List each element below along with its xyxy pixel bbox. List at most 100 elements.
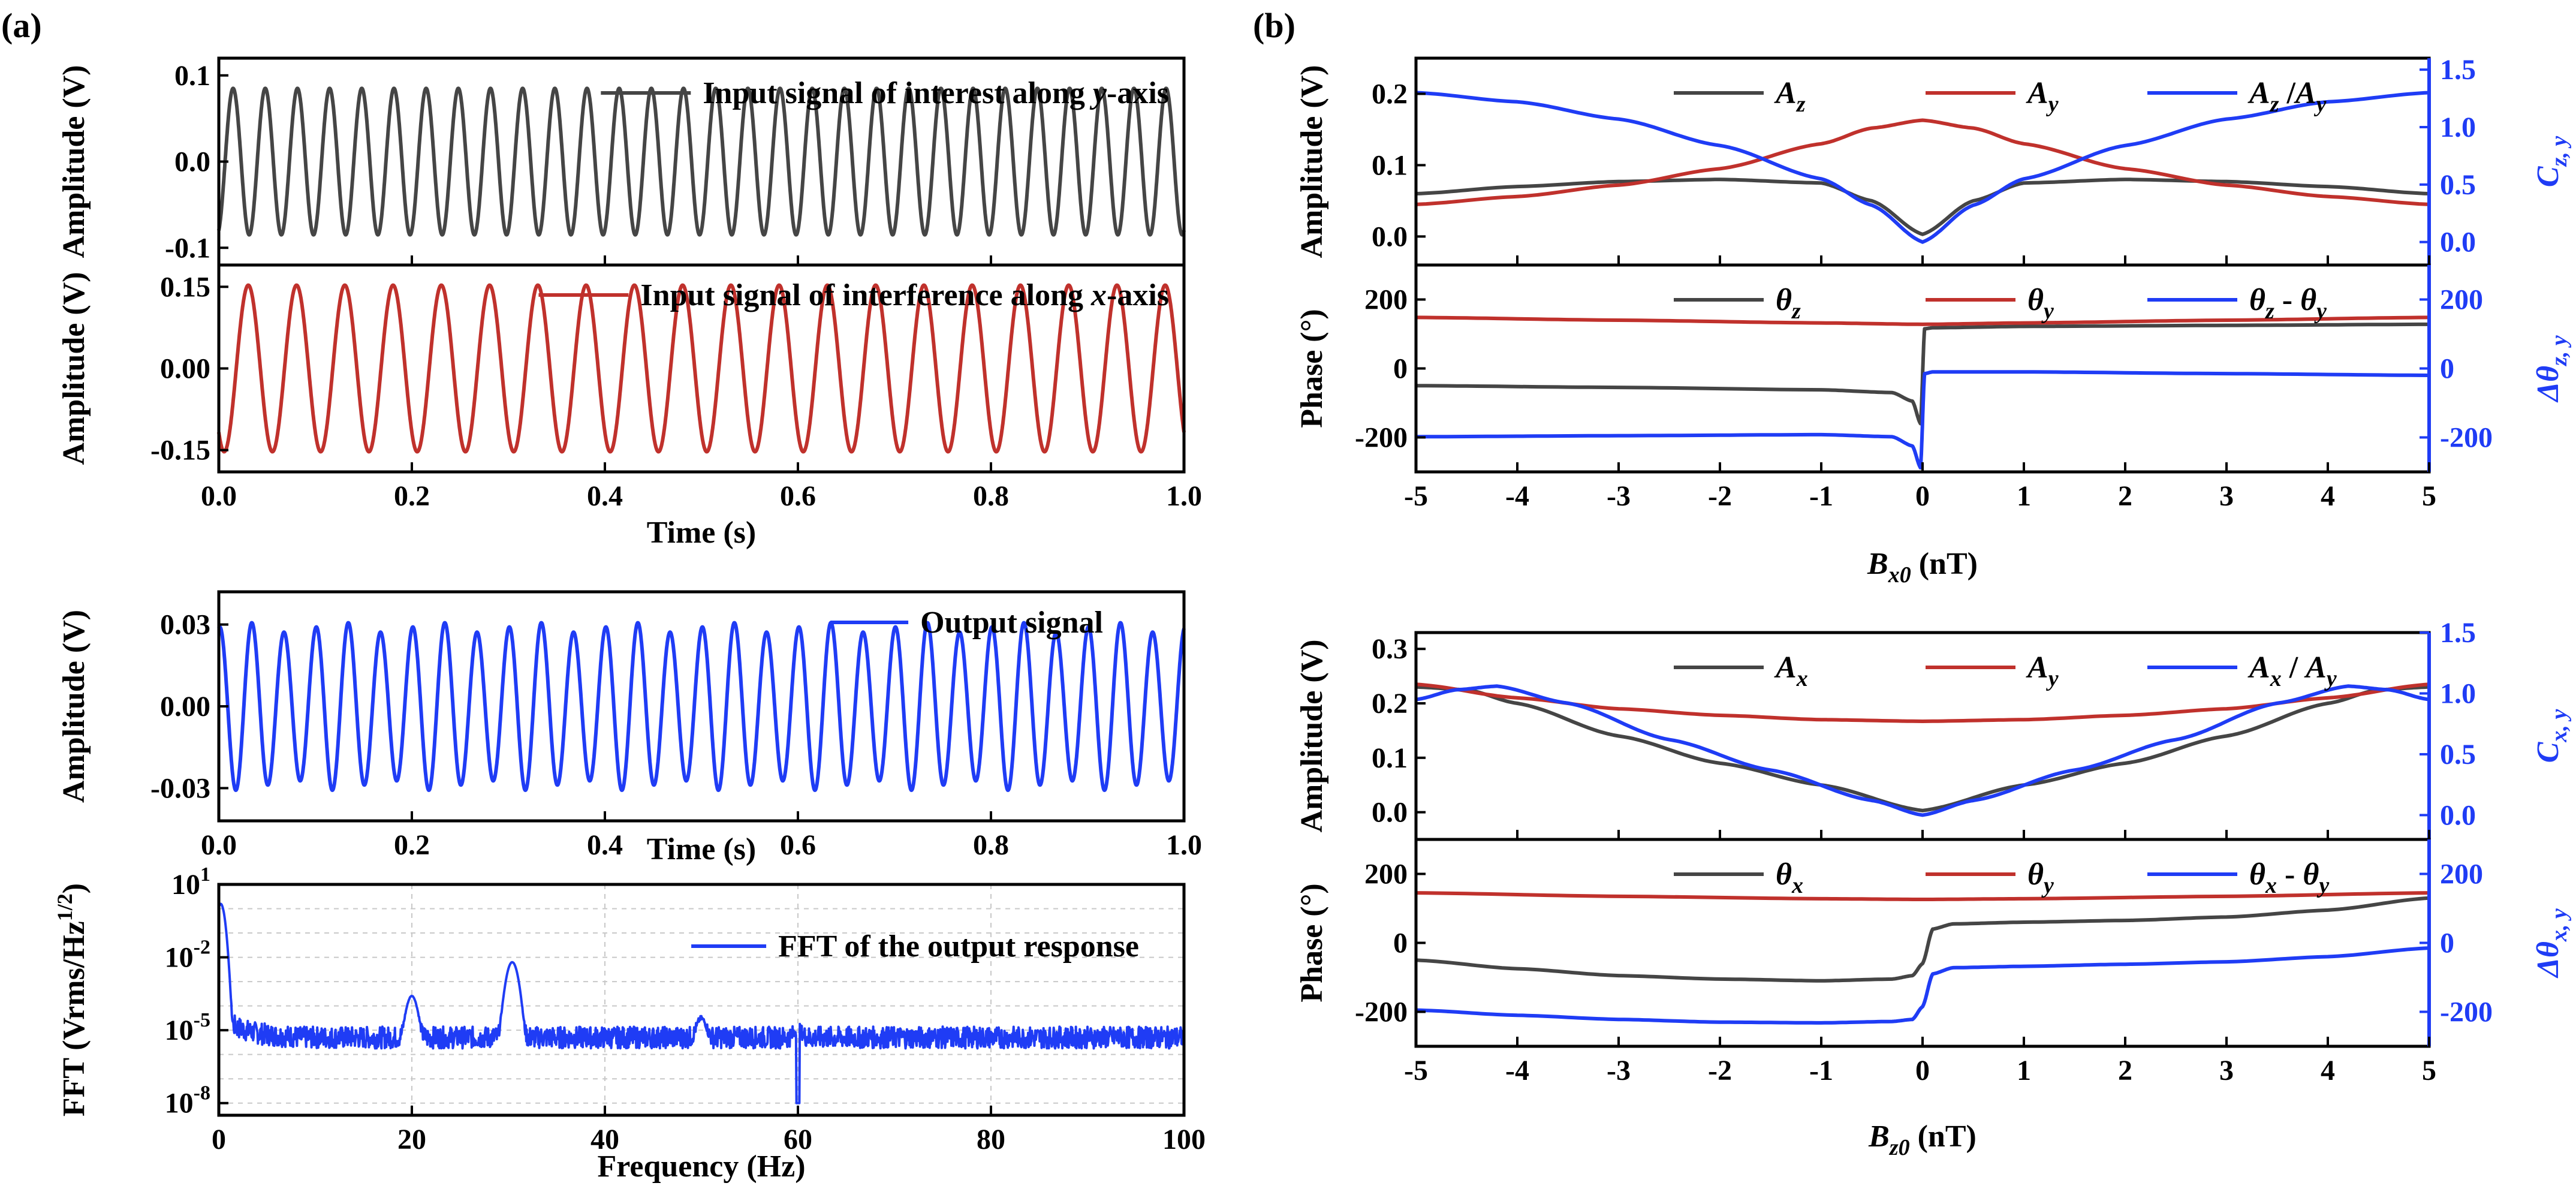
x-tick-label: -2	[1708, 1055, 1732, 1086]
series-line	[1415, 177, 2430, 236]
y-tick-label: 200	[1364, 284, 1408, 316]
x-tick-label: 3	[2219, 480, 2234, 512]
x-tick-label: 40	[590, 1124, 619, 1155]
x-tick-label: 0	[1915, 480, 1930, 512]
x-tick-label: -1	[1809, 1055, 1833, 1086]
panel-b-label: (b)	[1253, 6, 1295, 45]
y-axis-label: Phase (°)	[1295, 883, 1329, 1002]
y-right-tick-label: -200	[2440, 422, 2493, 454]
legend-label: Input signal of interference along x-axi…	[640, 278, 1169, 312]
x-tick-label: -5	[1404, 480, 1428, 512]
x-axis-label: Bz0 (nT)	[1868, 1119, 1977, 1160]
series-line	[1415, 685, 2430, 812]
x-tick-label: 2	[2118, 480, 2132, 512]
y-tick-label: 0.00	[160, 691, 210, 723]
y-tick-label: 0.1	[1372, 742, 1408, 774]
y-axis-label: Amplitude (V)	[57, 610, 91, 803]
y-tick-label: 0.00	[160, 353, 210, 385]
x-tick-label: 5	[2422, 480, 2436, 512]
chart-b-amplitude-bottom: 0.0 0.1 0.2 0.3 0.0 0.5 1.0 1.5 Ax Ay Ax / Ay Ampli…	[1295, 617, 2572, 841]
legend-label: Ax	[1774, 651, 1808, 691]
x-tick-label: 0.4	[587, 480, 623, 512]
chart-input-interference: -0.15 0.00 0.15 0.0 0.2 0.4 0.6 0.8 1.0 Input sig…	[57, 263, 1202, 550]
y-right-tick-label: 1.5	[2440, 617, 2476, 649]
y-right-tick-label: 1.5	[2440, 54, 2476, 86]
series-line	[217, 86, 1186, 237]
y-right-axis-label: Cz, y	[2531, 136, 2572, 187]
x-tick-label: 1.0	[1166, 480, 1202, 512]
y-tick-label: 10-5	[165, 1009, 210, 1046]
legend-label: θz	[1776, 283, 1801, 324]
x-tick-label: 0.6	[780, 829, 816, 861]
y-right-tick-label: 1.0	[2440, 678, 2476, 709]
x-tick-label: 4	[2321, 480, 2335, 512]
x-tick-label: 1	[2017, 480, 2031, 512]
series-line	[1415, 684, 2430, 817]
chart-output-signal: -0.03 0.00 0.03 0.0 0.2 0.4 0.6 0.8 1.0 Output si…	[57, 590, 1202, 866]
x-tick-label: 0.8	[973, 480, 1009, 512]
x-tick-label: 4	[2321, 1055, 2335, 1086]
y-axis-label: FFT (Vrms/Hz1/2)	[53, 883, 91, 1116]
y-tick-label: 0.1	[1372, 149, 1408, 181]
x-tick-label: -2	[1708, 480, 1732, 512]
chart-fft: 101 10-2 10-5 10-80 20 40 60 80 100 FFT of the ou…	[53, 863, 1206, 1184]
y-tick-label: -0.15	[150, 435, 210, 466]
chart-b-amplitude-top: 0.0 0.1 0.2 0.0 0.5 1.0 1.5 Az Ay Az /Ay Amplitude…	[1295, 54, 2572, 267]
chart-input-interest: -0.1 0.0 0.1 Input signal of interest along…	[57, 56, 1186, 267]
y-tick-label: -0.1	[165, 232, 210, 264]
legend-label: Ay	[2026, 651, 2059, 691]
series-line	[1415, 946, 2430, 1025]
x-tick-label: 0.8	[973, 829, 1009, 861]
x-tick-label: 0	[1915, 1055, 1930, 1086]
legend-label: Az /Ay	[2247, 76, 2327, 117]
legend-label: Ax / Ay	[2247, 651, 2337, 691]
y-right-tick-label: 200	[2440, 284, 2483, 316]
x-tick-label: -1	[1809, 480, 1833, 512]
y-tick-label: 101	[171, 863, 210, 901]
x-tick-label: 0.0	[201, 480, 237, 512]
y-tick-label: 0.1	[174, 60, 210, 92]
y-tick-label: 0.2	[1372, 78, 1408, 110]
x-tick-label: -4	[1505, 1055, 1529, 1086]
x-tick-label: 100	[1162, 1124, 1206, 1155]
y-right-axis-label: Δθz, y	[2531, 335, 2572, 402]
x-tick-label: 0.2	[394, 829, 430, 861]
y-tick-label: -200	[1355, 997, 1408, 1028]
series-line	[217, 283, 1186, 454]
x-tick-label: 1.0	[1166, 829, 1202, 861]
x-tick-label: -5	[1404, 1055, 1428, 1086]
x-tick-label: 1	[2017, 1055, 2031, 1086]
y-tick-label: 0	[1393, 353, 1408, 385]
y-right-axis-label: Cx, y	[2531, 709, 2572, 763]
fft-line	[218, 902, 1185, 1104]
chart-b-phase-top: -200 0 200 -200 0 200 -5 -4 -3 -2 -1 0 1 2 3 4 5 θz θy θz -…	[1295, 263, 2572, 588]
y-tick-label: 0.0	[1372, 221, 1408, 252]
series-line	[1415, 315, 2430, 326]
legend-label: θz - θy	[2249, 283, 2327, 324]
legend-label: θx	[1776, 857, 1803, 898]
y-tick-label: 10-2	[165, 937, 210, 974]
legend-label: FFT of the output response	[778, 929, 1139, 964]
x-tick-label: -3	[1607, 1055, 1631, 1086]
x-tick-label: 60	[784, 1124, 812, 1155]
y-axis-label: Amplitude (V)	[57, 272, 91, 465]
legend-label: θx - θy	[2249, 857, 2329, 898]
y-right-tick-label: 0.0	[2440, 227, 2476, 258]
x-axis-label: Time (s)	[647, 516, 756, 550]
plot-frame	[217, 883, 1186, 1117]
series-line	[1415, 891, 2430, 901]
y-right-tick-label: 0	[2440, 353, 2454, 385]
x-tick-label: 0	[212, 1124, 226, 1155]
x-tick-label: 5	[2422, 1055, 2436, 1086]
x-tick-label: -4	[1505, 480, 1529, 512]
legend-label: Output signal	[920, 606, 1103, 640]
y-tick-label: 0.03	[160, 609, 210, 641]
x-tick-label: 0.0	[201, 829, 237, 861]
x-tick-label: 2	[2118, 1055, 2132, 1086]
y-tick-label: 0.15	[160, 271, 210, 303]
x-tick-label: 0.6	[780, 480, 816, 512]
y-tick-label: 200	[1364, 859, 1408, 890]
y-tick-label: -0.03	[150, 772, 210, 804]
y-tick-label: 0.2	[1372, 688, 1408, 720]
legend-label: Ay	[2026, 76, 2059, 117]
